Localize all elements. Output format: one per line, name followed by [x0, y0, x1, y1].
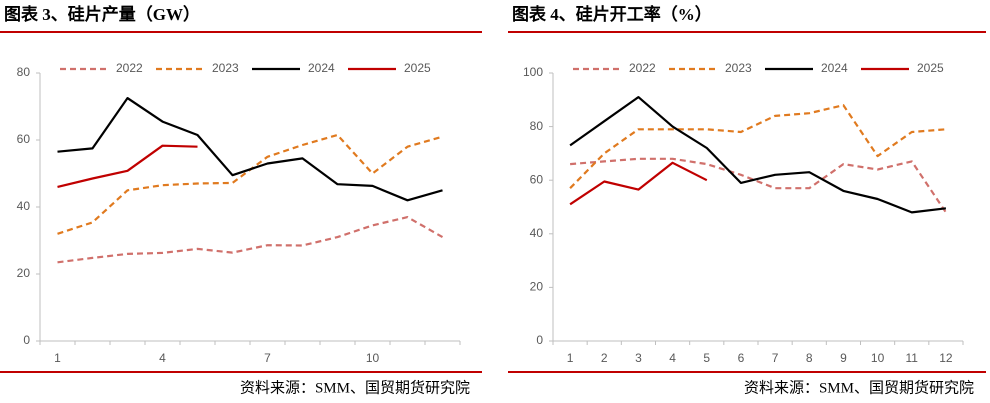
source: 资料来源：SMM、国贸期货研究院: [744, 378, 974, 396]
x-tick-label: 5: [703, 351, 710, 365]
y-tick-label: 40: [17, 199, 31, 213]
x-tick-label: 9: [840, 351, 847, 365]
y-tick-label: 20: [530, 280, 544, 294]
x-tick-label: 1: [54, 351, 61, 365]
legend-label: 2025: [404, 61, 431, 75]
series-line: [569, 104, 946, 189]
chart: 图表 3、硅片产量（GW） 资料来源：SMM、国贸期货研究院 0 20 40 60 80 1 4…: [0, 4, 482, 396]
x-tick-label: 12: [939, 351, 953, 365]
legend-label: 2022: [116, 61, 143, 75]
chart: 图表 4、硅片开工率（%） 资料来源：SMM、国贸期货研究院 0 20 40 60 80 10…: [508, 4, 986, 396]
y-tick-label: 60: [530, 172, 544, 186]
source: 资料来源：SMM、国贸期货研究院: [240, 378, 470, 396]
legend-label: 2022: [629, 61, 656, 75]
y-tick-label: 0: [23, 333, 30, 347]
legend-label: 2023: [725, 61, 752, 75]
series-line: [57, 216, 444, 264]
x-tick-label: 1: [567, 351, 574, 365]
x-tick-label: 10: [366, 351, 380, 365]
chart-title: 图表 4、硅片开工率（%）: [512, 4, 712, 24]
y-tick-label: 20: [17, 266, 31, 280]
legend-label: 2023: [212, 61, 239, 75]
series-line: [569, 96, 947, 214]
chart-title: 图表 3、硅片产量（GW）: [4, 4, 200, 24]
x-tick-label: 8: [806, 351, 813, 365]
x-tick-label: 4: [159, 351, 166, 365]
x-tick-label: 2: [601, 351, 608, 365]
series-line: [570, 157, 947, 214]
series-line: [57, 144, 198, 188]
x-tick-label: 3: [635, 351, 642, 365]
x-tick-label: 6: [738, 351, 745, 365]
y-tick-label: 40: [530, 226, 544, 240]
y-tick-label: 80: [17, 65, 31, 79]
y-tick-label: 60: [17, 132, 31, 146]
x-tick-label: 4: [669, 351, 676, 365]
x-tick-label: 7: [264, 351, 271, 365]
y-tick-label: 80: [530, 119, 544, 133]
series-line: [569, 161, 708, 206]
x-tick-label: 10: [871, 351, 885, 365]
x-tick-label: 11: [906, 351, 919, 365]
y-tick-label: 0: [536, 333, 543, 347]
legend-label: 2024: [308, 61, 335, 75]
x-tick-label: 7: [772, 351, 779, 365]
y-tick-label: 100: [523, 65, 543, 79]
series-line: [57, 133, 443, 235]
legend-label: 2025: [917, 61, 944, 75]
legend-label: 2024: [821, 61, 848, 75]
series-line: [57, 97, 443, 202]
